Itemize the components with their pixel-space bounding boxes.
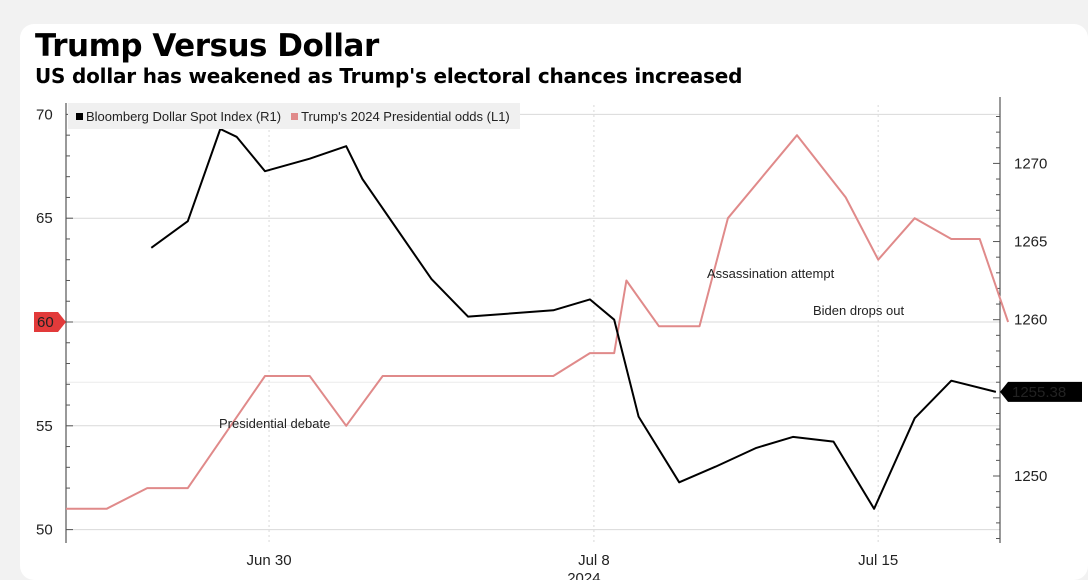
x-tick-label-jul-15: Jul 15 [858,552,898,569]
legend-label-odds: Trump's 2024 Presidential odds (L1) [301,108,510,124]
legend-swatch-dollar [76,112,83,120]
chart-subtitle: US dollar has weakened as Trump's electo… [35,64,743,88]
legend-label-dollar: Bloomberg Dollar Spot Index (R1) [86,108,282,124]
right-tick-label-1265: 1265 [1014,234,1047,251]
left-value-marker-label: 60 [37,314,54,331]
right-last-value-marker [1000,381,1082,402]
series-line-dollar-index [150,128,997,510]
left-tick-label-50: 50 [36,522,53,539]
annotation-biden-drops-out: Biden drops out [813,303,904,318]
left-tick-label-55: 55 [36,418,53,435]
x-tick-label-jun-30: Jun 30 [247,552,292,569]
x-axis-label: 2024 [567,570,600,580]
chart-title: Trump Versus Dollar [35,28,379,64]
right-tick-label-1250: 1250 [1014,468,1047,485]
chart-legend: Bloomberg Dollar Spot Index (R1) Trump's… [68,103,520,129]
left-value-marker [34,312,66,332]
annotation-assassination-attempt: Assassination attempt [707,266,835,281]
left-tick-label-65: 65 [36,210,53,227]
right-last-value-label: 1255.38 [1012,384,1066,401]
right-tick-label-1270: 1270 [1014,155,1047,172]
legend-entry-odds: Trump's 2024 Presidential odds (L1) [291,109,510,124]
legend-entry-dollar: Bloomberg Dollar Spot Index (R1) [76,109,281,124]
series-line-trump-odds [66,134,1010,510]
left-tick-label-70: 70 [36,106,53,123]
x-tick-label-jul-8: Jul 8 [578,552,610,569]
legend-swatch-odds [291,112,299,120]
right-tick-label-1260: 1260 [1014,312,1047,329]
annotation-presidential-debate: Presidential debate [219,416,330,431]
